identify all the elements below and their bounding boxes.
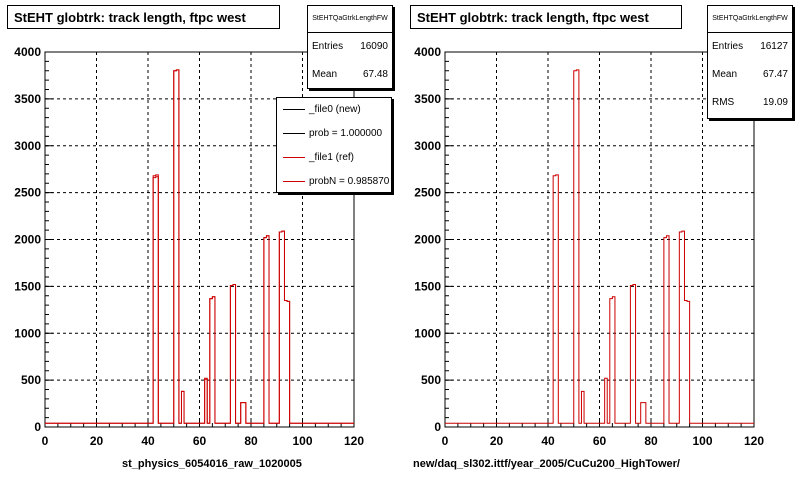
x-tick-label: 20 bbox=[90, 434, 104, 448]
x-tick-label: 60 bbox=[593, 434, 607, 448]
y-tick-label: 1500 bbox=[14, 279, 41, 293]
left-stats-box: StEHTQaGtrkLengthFW Entries 16090 Mean 6… bbox=[307, 5, 393, 89]
stats-label: Entries bbox=[312, 41, 344, 52]
right-stats-title: StEHTQaGtrkLengthFW bbox=[708, 6, 792, 33]
y-tick-label: 2500 bbox=[414, 186, 441, 200]
x-tick-label: 40 bbox=[141, 434, 155, 448]
legend-entry: probN = 0.985870 bbox=[277, 170, 391, 192]
stats-label: Mean bbox=[712, 69, 738, 80]
x-tick-label: 100 bbox=[292, 434, 312, 448]
legend-line-red bbox=[283, 157, 305, 158]
stats-value: 67.48 bbox=[362, 69, 388, 80]
left-legend-box: _file0 (new) prob = 1.000000 _file1 (ref… bbox=[276, 97, 392, 193]
left-histogram-panel: 0 20 40 60 80 100 120 0 500 1000 1500 2000 2500 3000 3… bbox=[7, 5, 393, 470]
x-tick-label: 40 bbox=[541, 434, 555, 448]
y-tick-label: 4000 bbox=[414, 45, 441, 59]
legend-line-red bbox=[283, 181, 305, 182]
stats-value: 16090 bbox=[360, 41, 388, 52]
y-tick-label: 500 bbox=[21, 373, 41, 387]
x-tick-label: 0 bbox=[42, 434, 49, 448]
stats-value: 19.09 bbox=[762, 97, 788, 108]
y-tick-label: 3000 bbox=[14, 139, 41, 153]
y-tick-label: 1500 bbox=[414, 279, 441, 293]
right-histogram-svg: 0 20 40 60 80 100 120 0 500 1000 1500 2000 2500 3000 3… bbox=[414, 45, 764, 448]
legend-entry: _file0 (new) bbox=[277, 98, 391, 122]
x-tick-label: 20 bbox=[490, 434, 504, 448]
legend-label: prob = 1.000000 bbox=[309, 128, 383, 139]
legend-entry: prob = 1.000000 bbox=[277, 122, 391, 146]
y-tick-label: 3500 bbox=[414, 92, 441, 106]
left-stats-row-entries: Entries 16090 bbox=[308, 33, 392, 61]
x-tick-label: 120 bbox=[744, 434, 764, 448]
y-tick-label: 3500 bbox=[14, 92, 41, 106]
left-stats-title: StEHTQaGtrkLengthFW bbox=[308, 6, 392, 33]
y-tick-label: 2500 bbox=[14, 186, 41, 200]
legend-entry: _file1 (ref) bbox=[277, 146, 391, 170]
x-tick-label: 60 bbox=[193, 434, 207, 448]
legend-label: probN = 0.985870 bbox=[309, 176, 390, 187]
legend-line-black bbox=[283, 133, 305, 134]
y-tick-label: 1000 bbox=[414, 326, 441, 340]
right-run-label: new/daq_sl302.ittf/year_2005/CuCu200_Hig… bbox=[413, 458, 680, 470]
left-run-label: st_physics_6054016_raw_1020005 bbox=[122, 458, 302, 470]
stats-label: Mean bbox=[312, 69, 338, 80]
x-tick-label: 80 bbox=[244, 434, 258, 448]
x-tick-label: 120 bbox=[344, 434, 364, 448]
x-tick-label: 100 bbox=[692, 434, 712, 448]
y-tick-label: 500 bbox=[421, 373, 441, 387]
stats-value: 16127 bbox=[760, 41, 788, 52]
stats-label: Entries bbox=[712, 41, 744, 52]
y-tick-label: 1000 bbox=[14, 326, 41, 340]
x-tick-label: 0 bbox=[442, 434, 449, 448]
histogram-series-line bbox=[445, 69, 754, 424]
right-stats-box: StEHTQaGtrkLengthFW Entries 16127 Mean 6… bbox=[707, 5, 793, 119]
legend-label: _file1 (ref) bbox=[309, 152, 355, 163]
y-tick-label: 2000 bbox=[14, 233, 41, 247]
legend-label: _file0 (new) bbox=[309, 104, 361, 115]
y-tick-label: 0 bbox=[434, 420, 441, 434]
left-histogram-title: StEHT globtrk: track length, ftpc west bbox=[7, 5, 280, 29]
right-stats-row-entries: Entries 16127 bbox=[708, 33, 792, 61]
left-stats-row-mean: Mean 67.48 bbox=[308, 61, 392, 89]
right-histogram-panel: 0 20 40 60 80 100 120 0 500 1000 1500 2000 2500 3000 3… bbox=[400, 0, 800, 480]
y-tick-label: 2000 bbox=[414, 233, 441, 247]
histogram-series-line bbox=[45, 69, 354, 424]
stats-value: 67.47 bbox=[762, 69, 788, 80]
y-tick-label: 3000 bbox=[414, 139, 441, 153]
right-stats-row-mean: Mean 67.47 bbox=[708, 61, 792, 89]
right-stats-row-rms: RMS 19.09 bbox=[708, 89, 792, 117]
y-tick-label: 4000 bbox=[14, 45, 41, 59]
stats-label: RMS bbox=[712, 97, 735, 108]
x-tick-label: 80 bbox=[644, 434, 658, 448]
legend-line-black bbox=[283, 109, 305, 110]
y-tick-label: 0 bbox=[34, 420, 41, 434]
right-histogram-title: StEHT globtrk: track length, ftpc west bbox=[410, 5, 682, 29]
